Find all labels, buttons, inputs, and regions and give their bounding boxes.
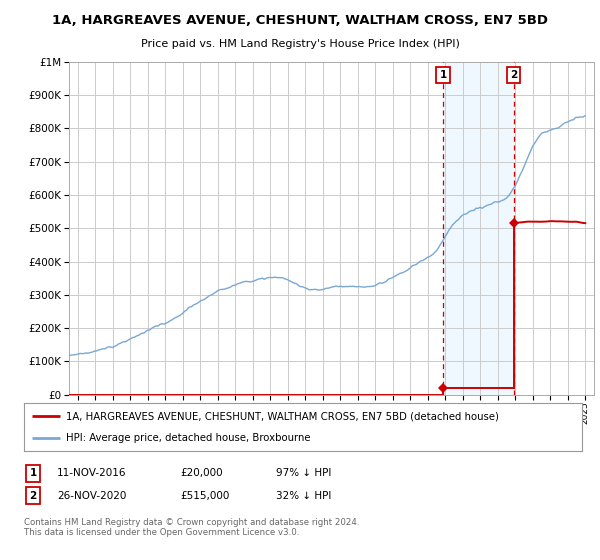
Text: Contains HM Land Registry data © Crown copyright and database right 2024.
This d: Contains HM Land Registry data © Crown c… [24,518,359,538]
Text: 97% ↓ HPI: 97% ↓ HPI [276,468,331,478]
Text: 1: 1 [29,468,37,478]
Text: 1A, HARGREAVES AVENUE, CHESHUNT, WALTHAM CROSS, EN7 5BD: 1A, HARGREAVES AVENUE, CHESHUNT, WALTHAM… [52,14,548,27]
Text: 2: 2 [29,491,37,501]
Text: 2: 2 [510,70,517,80]
Text: £515,000: £515,000 [180,491,229,501]
Text: HPI: Average price, detached house, Broxbourne: HPI: Average price, detached house, Brox… [66,433,310,443]
Text: 26-NOV-2020: 26-NOV-2020 [57,491,127,501]
Text: 1A, HARGREAVES AVENUE, CHESHUNT, WALTHAM CROSS, EN7 5BD (detached house): 1A, HARGREAVES AVENUE, CHESHUNT, WALTHAM… [66,411,499,421]
Text: 1: 1 [439,70,446,80]
Text: 32% ↓ HPI: 32% ↓ HPI [276,491,331,501]
Text: 11-NOV-2016: 11-NOV-2016 [57,468,127,478]
Bar [443,62,514,395]
Text: £20,000: £20,000 [180,468,223,478]
Text: Price paid vs. HM Land Registry's House Price Index (HPI): Price paid vs. HM Land Registry's House … [140,39,460,49]
